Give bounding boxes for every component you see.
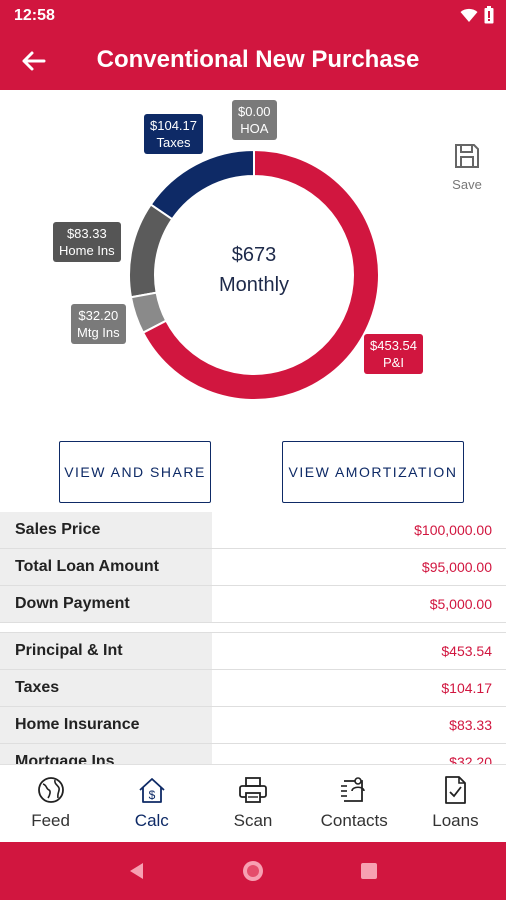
home-ins-label: $83.33 Home Ins — [53, 222, 121, 262]
chart-center-label: Monthly — [219, 274, 289, 296]
nav-scan-label: Scan — [233, 811, 273, 830]
nav-feed-label: Feed — [31, 811, 70, 830]
donut-slice-pi — [141, 148, 380, 401]
hoa-label: $0.00 HOA — [232, 100, 277, 140]
app-bar: Conventional New Purchase — [0, 32, 506, 90]
table-row: Taxes $104.17 — [0, 670, 506, 707]
save-floppy-icon — [455, 144, 479, 168]
table-row: Home Insurance $83.33 — [0, 707, 506, 744]
mtg-ins-label: $32.20 Mtg Ins — [71, 304, 126, 344]
donut-slice-home-ins — [128, 203, 174, 299]
chart-center-amount: $673 — [232, 244, 277, 266]
page-title: Conventional New Purchase — [96, 46, 420, 73]
view-and-share-button[interactable]: VIEW AND SHARE — [59, 441, 211, 503]
nav-loans-label: Loans — [432, 811, 479, 830]
row-label: Taxes — [0, 670, 212, 706]
view-amortization-button[interactable]: VIEW AMORTIZATION — [282, 441, 464, 503]
donut-slice-taxes — [149, 148, 255, 221]
house-dollar-icon: $ — [139, 778, 165, 803]
system-navigation-bar — [0, 842, 506, 900]
row-value: $104.17 — [441, 680, 492, 696]
contacts-icon — [341, 777, 366, 802]
save-label: Save — [452, 177, 482, 192]
table-row: Principal & Int $453.54 — [0, 633, 506, 670]
row-label: Home Insurance — [0, 707, 212, 743]
donut-slice-mtg-ins — [129, 291, 168, 335]
row-value: $453.54 — [441, 643, 492, 659]
nav-contacts-label: Contacts — [320, 811, 388, 830]
row-label: Down Payment — [0, 586, 212, 622]
save-button[interactable]: Save — [448, 142, 486, 192]
table-row: Total Loan Amount $95,000.00 — [0, 549, 506, 586]
table-row: Down Payment $5,000.00 — [0, 586, 506, 623]
nav-calc-label: Calc — [134, 811, 169, 830]
wifi-icon — [460, 8, 478, 22]
row-label: Principal & Int — [0, 633, 212, 669]
row-value: $100,000.00 — [414, 522, 492, 538]
table-row: Sales Price $100,000.00 — [0, 512, 506, 549]
row-label: Sales Price — [0, 512, 212, 548]
pi-label: $453.54 P&I — [364, 334, 423, 374]
svg-text:$: $ — [148, 788, 155, 802]
status-bar: 12:58 — [0, 0, 506, 32]
row-value: $83.33 — [449, 717, 492, 733]
row-label: Total Loan Amount — [0, 549, 212, 585]
row-value: $95,000.00 — [421, 559, 492, 575]
nav-feed[interactable]: Feed — [0, 765, 101, 842]
back-arrow-icon[interactable] — [18, 46, 48, 76]
document-check-icon — [445, 776, 467, 804]
system-back-icon[interactable] — [127, 861, 147, 881]
nav-scan[interactable]: Scan — [202, 765, 303, 842]
system-recents-icon[interactable] — [359, 861, 379, 881]
status-time: 12:58 — [14, 7, 55, 24]
battery-icon — [484, 6, 494, 24]
payment-chart-area: $673 Monthly Save $0.00 HOA $104.17 Taxe… — [0, 90, 506, 430]
payment-donut-chart: $673 Monthly — [128, 148, 380, 401]
bottom-navigation: Feed $ Calc Scan Contacts — [0, 764, 506, 842]
printer-icon — [239, 777, 267, 803]
status-icons — [460, 6, 494, 24]
taxes-label: $104.17 Taxes — [144, 114, 203, 154]
system-home-icon[interactable] — [241, 859, 265, 883]
nav-loans[interactable]: Loans — [405, 765, 506, 842]
row-value: $5,000.00 — [429, 596, 492, 612]
loan-details-table: Sales Price $100,000.00 Total Loan Amoun… — [0, 512, 506, 781]
nav-calc[interactable]: $ Calc — [101, 765, 202, 842]
globe-icon — [37, 777, 64, 803]
table-divider — [0, 623, 506, 633]
nav-contacts[interactable]: Contacts — [304, 765, 405, 842]
